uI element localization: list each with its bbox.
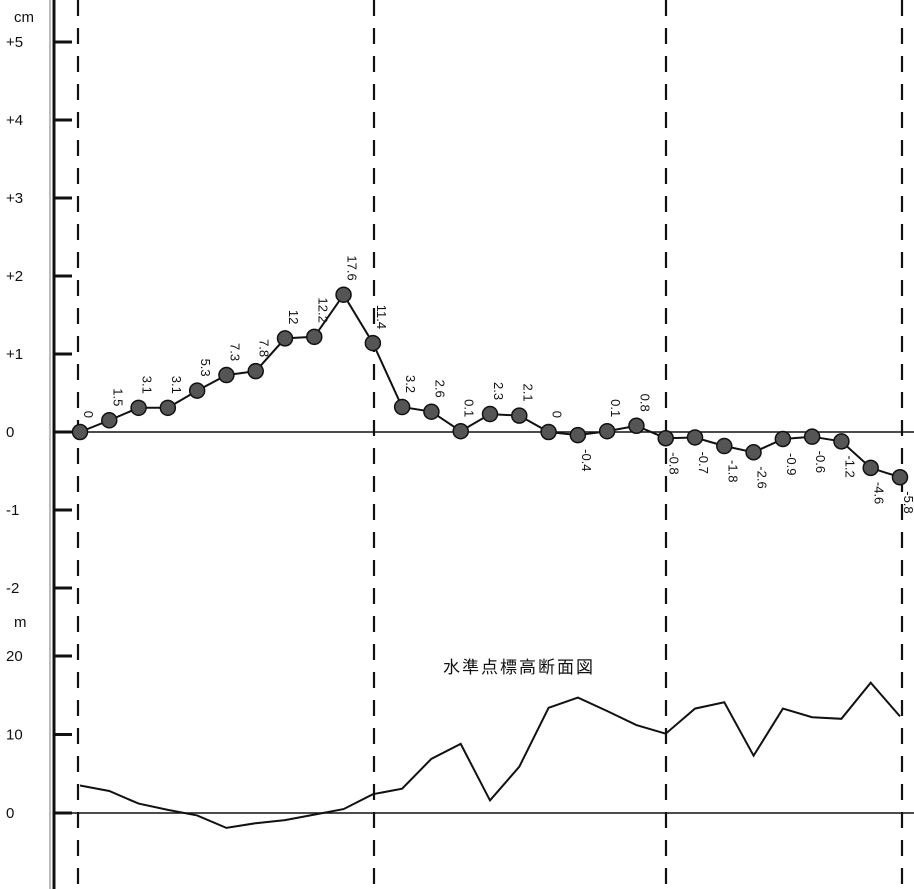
displacement-point [306,328,323,346]
displacement-data-label: -0.4 [579,449,594,471]
displacement-point [569,426,587,444]
displacement-data-label: -0.8 [667,452,682,474]
bottom-y-tick-label: 20 [6,648,23,665]
axis-layer: cm m +5 +4 +3 +2 +1 0 -1 -2 20 10 0 [6,0,72,889]
top-y-tick-label: +5 [6,34,23,51]
displacement-point [247,362,264,380]
displacement-point [218,366,235,384]
top-y-tick-label: -2 [6,580,19,597]
elevation-series-line [79,681,901,829]
top-y-tick-label: -1 [6,502,19,519]
displacement-point [423,403,440,420]
displacement-point [335,286,352,303]
displacement-point [71,423,89,441]
displacement-data-label: 0 [550,411,565,418]
displacement-data-label: -1.2 [842,455,857,477]
elevation-title-background [384,650,654,682]
displacement-data-label: -1.8 [725,460,740,482]
displacement-point [628,417,645,435]
displacement-data-label: 7.8 [257,339,272,357]
top-unit-label: cm [14,9,34,26]
displacement-point [833,433,850,450]
displacement-point [481,405,499,423]
elevation-chart-title: 水準点標高断面図 [443,658,595,678]
displacement-data-label: 7.3 [227,343,242,361]
displacement-point [657,429,674,447]
top-y-tick-label: 0 [6,424,14,441]
displacement-data-label: 17.6 [345,255,360,280]
displacement-data-label: 11.4 [374,305,389,329]
displacement-data-label: -0.6 [813,451,828,473]
displacement-data-label: -2.6 [755,466,770,488]
bottom-y-tick-label: 10 [6,727,23,744]
displacement-data-label: -0.9 [784,453,799,475]
displacement-point [598,422,616,440]
displacement-data-label: -4.6 [872,482,887,504]
displacement-point [159,399,177,417]
displacement-data-label: 3.1 [169,376,184,394]
displacement-point [803,428,821,445]
displacement-point [393,398,411,416]
top-y-tick-label: +1 [6,346,23,363]
top-y-tick-label: +3 [6,190,23,207]
bottom-unit-label: m [14,614,27,631]
displacement-point [101,412,118,429]
top-y-tick-label: +4 [6,112,23,129]
displacement-data-label: 0 [81,411,96,418]
displacement-data-label: 2.1 [520,384,535,402]
displacement-data-label: 3.2 [403,375,418,393]
displacement-point [774,430,792,448]
displacement-point [540,423,557,441]
displacement-data-label: 0.1 [462,399,477,417]
displacement-data-label: 0.1 [608,399,623,417]
displacement-point [364,334,382,352]
displacement-point [716,437,733,455]
elevation-chart: 水準点標高断面図 [54,650,914,829]
displacement-point [745,444,762,461]
displacement-data-label: -0.7 [696,451,711,473]
displacement-data-label: 1.5 [110,388,125,406]
displacement-data-label: 0.8 [637,394,652,412]
displacement-point [891,468,909,486]
section-dividers [76,0,904,889]
displacement-data-label: 3.1 [140,376,155,394]
top-y-tick-label: +2 [6,268,23,285]
displacement-data-label: 12.2 [315,298,330,323]
displacement-point [686,429,704,446]
displacement-data-label: 2.3 [491,382,506,400]
displacement-point [130,399,147,417]
displacement-point [188,382,206,399]
displacement-point [511,407,528,424]
displacement-chart: 0 1.5 3.1 3.1 5.3 7.3 7.8 12 12.2 17.6 11.4 3.2 2.6 0… [54,255,914,514]
displacement-data-label: 2.6 [432,380,447,398]
displacement-data-label: 5.3 [198,359,213,377]
displacement-data-label: -5.8 [901,491,914,513]
displacement-point [452,422,469,440]
bottom-y-tick-label: 0 [6,805,14,822]
displacement-data-label: 12 [286,310,301,324]
displacement-point [276,330,294,347]
displacement-point [862,459,879,477]
